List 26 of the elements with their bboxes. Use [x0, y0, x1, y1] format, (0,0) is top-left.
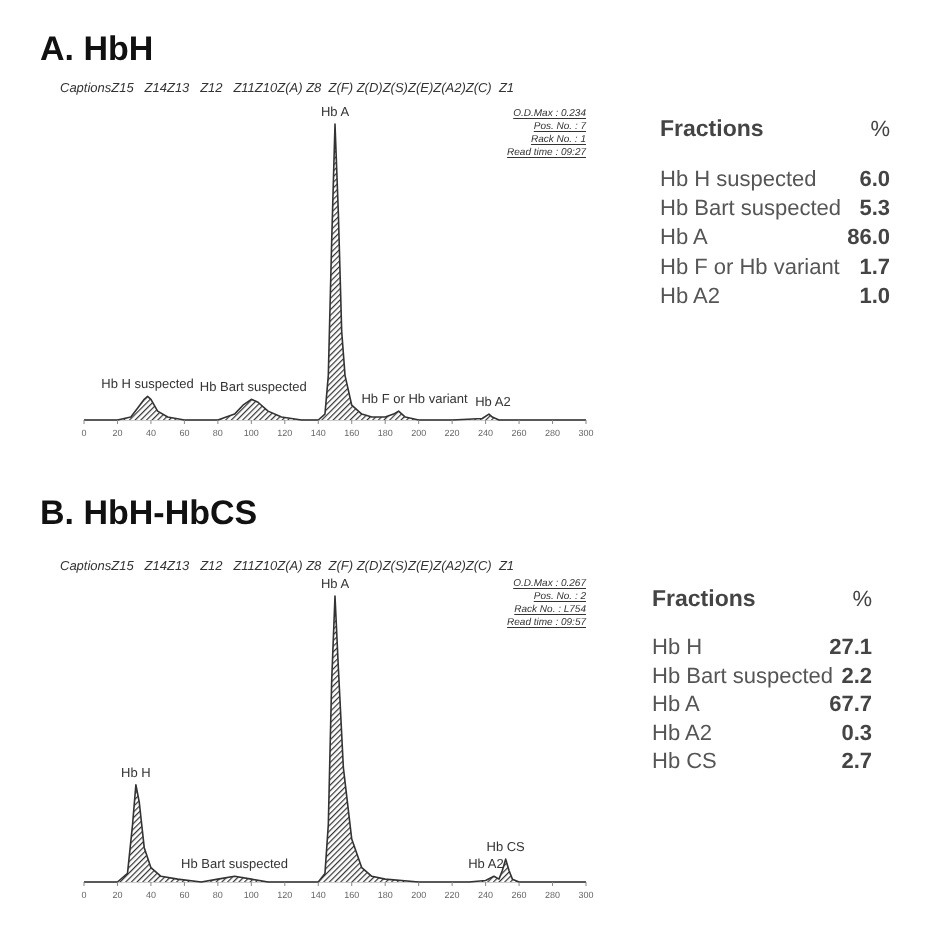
data-label: 0.3 — [841, 721, 872, 746]
text: Fractions — [660, 118, 764, 142]
data-label: 1.7 — [859, 255, 890, 280]
category-label: Hb Bart suspected — [660, 197, 841, 222]
category-label: Hb A2 — [660, 284, 720, 309]
data-label: 86.0 — [847, 226, 890, 251]
category-label: Hb F or Hb variant — [660, 255, 840, 280]
chart-title: A. HbH — [40, 30, 154, 68]
data-label: 1.0 — [859, 284, 890, 309]
data-label: 2.2 — [841, 664, 872, 689]
category-label: Hb H suspected — [660, 168, 817, 192]
category-label: Hb A2 — [652, 721, 712, 746]
data-label: 2.7 — [841, 750, 872, 775]
category-label: Hb H — [652, 636, 703, 660]
text: % — [852, 588, 873, 612]
data-label: 27.1 — [829, 636, 872, 660]
category-label: Hb Bart suspected — [652, 664, 833, 689]
text: Fractions — [652, 588, 756, 612]
data-label: 6.0 — [859, 168, 890, 192]
text: % — [870, 118, 891, 142]
data-label: 67.7 — [829, 693, 872, 718]
category-label: Hb CS — [652, 750, 717, 775]
category-label: Hb A — [660, 226, 710, 251]
chart-title: B. HbH-HbCS — [40, 494, 258, 532]
category-label: Hb A — [652, 693, 702, 718]
data-label: 5.3 — [859, 197, 890, 222]
